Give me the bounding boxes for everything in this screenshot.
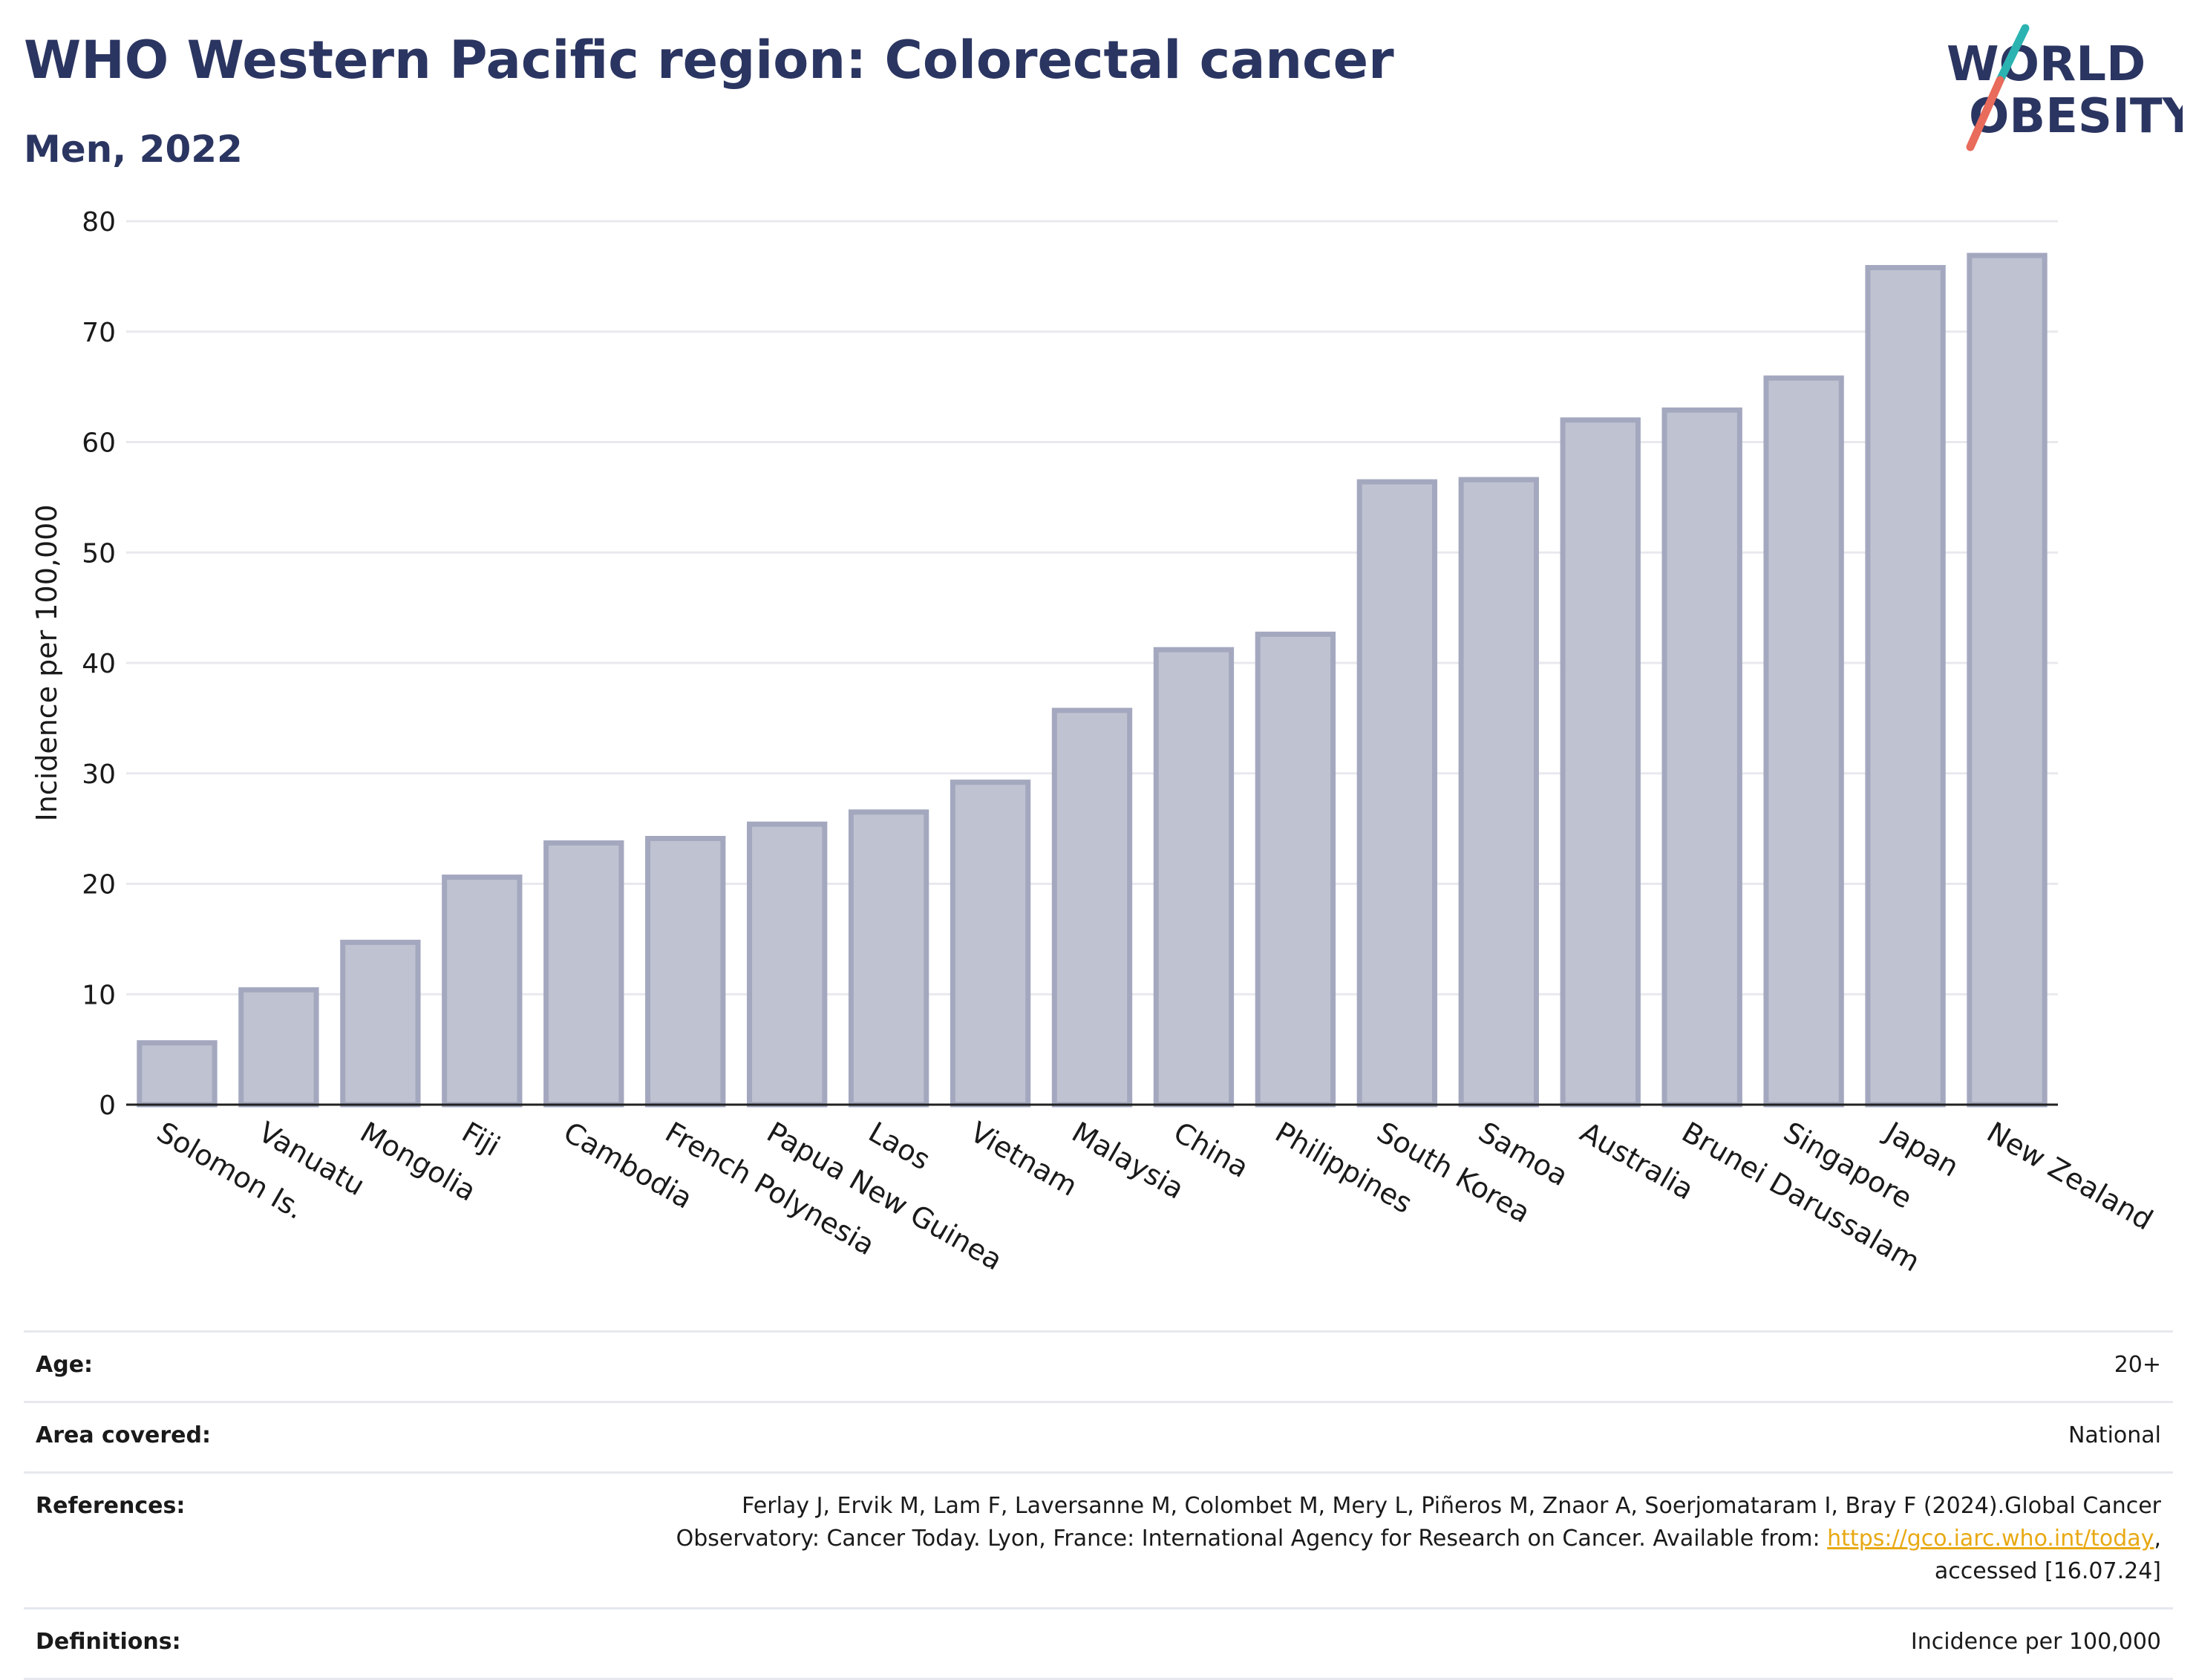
info-table: Age: 20+ Area covered: National Referenc… [24, 1330, 2173, 1680]
x-tick-label: Vietnam [965, 1116, 1083, 1203]
chart-subtitle: Men, 2022 [24, 128, 243, 171]
bar [1356, 479, 1438, 1108]
references-value: Ferlay J, Ervik M, Lam F, Laversanne M, … [185, 1490, 2161, 1588]
bar [645, 836, 726, 1108]
bar [1051, 707, 1133, 1108]
bar [1153, 647, 1235, 1108]
bar [340, 939, 421, 1108]
x-tick-label: Australia [1575, 1116, 1699, 1206]
bar [1967, 252, 2048, 1108]
references-line2-end: , [2154, 1526, 2161, 1552]
bar [1255, 631, 1336, 1108]
y-tick-label: 70 [82, 318, 116, 348]
y-tick-label: 10 [82, 980, 116, 1010]
bar [442, 875, 523, 1108]
age-value: 20+ [2114, 1352, 2161, 1378]
world-obesity-logo-graphic: WORLD OBESITY [1947, 24, 2196, 151]
bar [238, 987, 319, 1108]
definitions-label: Definitions: [36, 1629, 181, 1655]
bar [1560, 417, 1641, 1108]
area-label: Area covered: [36, 1422, 211, 1448]
definitions-value: Incidence per 100,000 [1910, 1629, 2161, 1655]
bars [137, 252, 2048, 1108]
info-row-definitions: Definitions: Incidence per 100,000 [24, 1609, 2173, 1680]
bar [746, 821, 828, 1108]
logo-slash-coral [1966, 76, 2004, 151]
world-obesity-logo: WORLD OBESITY [1938, 22, 2196, 156]
references-label: References: [36, 1493, 186, 1519]
y-axis-title: Incidence per 100,000 [30, 504, 63, 821]
bar [1865, 264, 1946, 1108]
y-tick-labels: 0 10 20 30 40 50 60 70 80 [82, 207, 116, 1121]
area-value: National [2068, 1422, 2161, 1448]
y-tick-label: 40 [82, 649, 116, 679]
info-row-area: Area covered: National [24, 1403, 2173, 1474]
x-tick-label: Malaysia [1067, 1116, 1190, 1206]
y-tick-label: 50 [82, 538, 116, 569]
bar [543, 840, 624, 1108]
y-tick-label: 0 [99, 1091, 116, 1121]
references-line1: Ferlay J, Ervik M, Lam F, Laversanne M, … [742, 1493, 2161, 1519]
references-link[interactable]: https://gco.iarc.who.int/today [1827, 1526, 2154, 1552]
y-tick-label: 30 [82, 759, 116, 790]
references-line3: accessed [16.07.24] [1934, 1558, 2161, 1584]
bar [950, 779, 1031, 1108]
bar-chart: 0 10 20 30 40 50 60 70 80 Solomon Is.VanuatuMong… [30, 207, 2158, 1278]
bar [1763, 375, 1844, 1108]
chart-title: WHO Western Pacific region: Colorectal c… [24, 30, 1394, 91]
bar [1661, 407, 1742, 1108]
x-tick-label: Laos [863, 1116, 936, 1177]
logo-slash-teal [1996, 24, 2030, 85]
info-row-references: References: Ferlay J, Ervik M, Lam F, La… [24, 1474, 2173, 1609]
x-tick-label: Fiji [457, 1116, 506, 1163]
x-tick-label: Mongolia [355, 1116, 482, 1208]
info-row-age: Age: 20+ [24, 1333, 2173, 1403]
bar [137, 1040, 218, 1108]
bar [848, 809, 929, 1108]
y-tick-label: 60 [82, 428, 116, 459]
y-tick-label: 80 [82, 207, 116, 238]
x-tick-label: New Zealand [1981, 1116, 2158, 1237]
age-label: Age: [36, 1352, 94, 1378]
bar [1458, 477, 1539, 1108]
references-line2: Observatory: Cancer Today. Lyon, France:… [676, 1526, 1828, 1552]
logo-line1: WORLD [1947, 37, 2146, 92]
y-tick-label: 20 [82, 870, 116, 901]
logo-line2: OBESITY [1969, 89, 2183, 144]
